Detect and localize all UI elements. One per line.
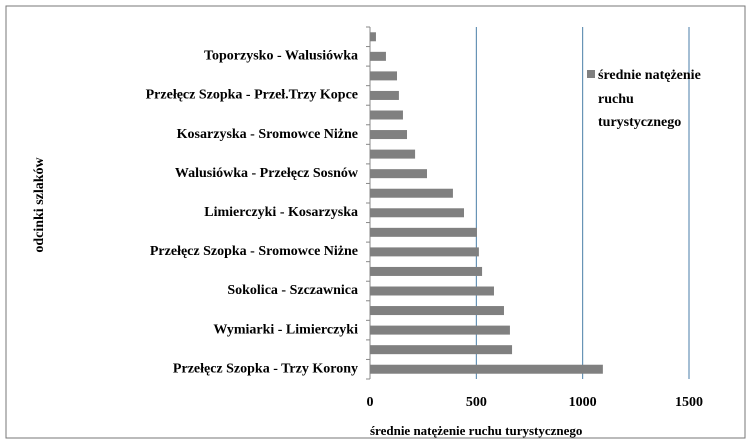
bar bbox=[370, 130, 408, 140]
x-tick-label: 500 bbox=[466, 395, 487, 410]
bar bbox=[370, 286, 494, 296]
bar bbox=[370, 71, 398, 81]
bar bbox=[370, 110, 403, 120]
bar bbox=[370, 188, 453, 198]
bar bbox=[370, 208, 464, 218]
bar bbox=[370, 32, 376, 42]
bar bbox=[370, 169, 427, 179]
y-tick-label: Przełęcz Szopka - Sromowce Niżne bbox=[150, 244, 358, 259]
x-tick-label: 0 bbox=[367, 395, 374, 410]
y-axis-title: odcinki szlaków bbox=[32, 156, 47, 252]
x-tick-label: 1000 bbox=[569, 395, 597, 410]
bar bbox=[370, 266, 483, 276]
x-tick-label: 1500 bbox=[675, 395, 703, 410]
y-tick-label: Przełęcz Szopka - Przeł.Trzy Kopce bbox=[146, 88, 358, 103]
y-tick-label: Wymiarki - Limierczyki bbox=[213, 322, 358, 337]
bar bbox=[370, 149, 416, 159]
y-tick-label: Limierczyki - Kosarzyska bbox=[204, 205, 358, 220]
bar bbox=[370, 90, 399, 100]
y-tick-label: Przełęcz Szopka - Trzy Korony bbox=[173, 361, 358, 376]
bar bbox=[370, 364, 603, 374]
y-tick-label: Sokolica - Szczawnica bbox=[227, 283, 358, 298]
bar bbox=[370, 345, 513, 355]
legend-label: średnie natężenie ruchu turystycznego bbox=[598, 68, 701, 130]
y-tick-label: Kosarzyska - Sromowce Niżne bbox=[177, 127, 358, 142]
bar bbox=[370, 325, 510, 335]
bar bbox=[370, 247, 479, 257]
legend-key bbox=[587, 70, 595, 78]
y-tick-label: Walusiówka - Przełęcz Sosnów bbox=[175, 166, 359, 181]
x-axis-title: średnie natężenie ruchu turystycznego bbox=[370, 423, 582, 438]
bar bbox=[370, 306, 504, 316]
y-tick-label: Toporzysko - Walusiówka bbox=[204, 49, 358, 64]
bar bbox=[370, 51, 386, 61]
bar bbox=[370, 227, 477, 237]
